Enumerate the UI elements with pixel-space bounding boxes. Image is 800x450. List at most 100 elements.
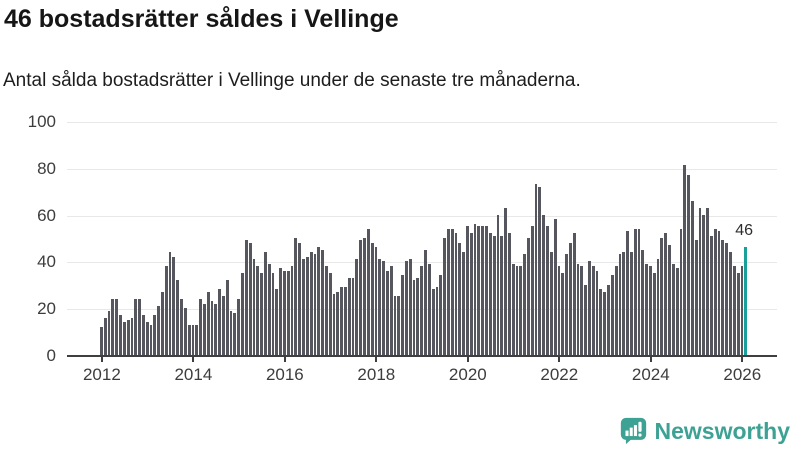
y-tick-label: 80 xyxy=(37,158,56,178)
newsworthy-chart-bubble-icon xyxy=(620,417,646,445)
bar xyxy=(515,266,519,355)
bar xyxy=(267,264,271,355)
bar xyxy=(500,236,504,355)
bar xyxy=(134,299,138,355)
y-gridline xyxy=(67,168,777,170)
bar xyxy=(717,231,721,355)
bar xyxy=(725,243,729,355)
bar xyxy=(668,245,671,355)
bar xyxy=(351,278,355,355)
bar xyxy=(580,266,584,355)
bar xyxy=(671,264,675,355)
bar xyxy=(122,322,126,355)
bar xyxy=(126,320,130,355)
bar xyxy=(603,292,607,355)
bar xyxy=(187,325,191,355)
bar xyxy=(561,273,565,355)
y-gridline xyxy=(67,122,777,123)
bar xyxy=(157,306,160,355)
bar xyxy=(687,175,690,355)
bar xyxy=(435,287,439,355)
bar xyxy=(641,250,645,355)
bar xyxy=(534,184,538,355)
bar xyxy=(103,318,107,355)
bar xyxy=(275,289,279,355)
bar xyxy=(549,252,553,355)
bar xyxy=(683,165,687,355)
bar xyxy=(199,299,202,355)
bar xyxy=(412,280,416,355)
newsworthy-logo[interactable]: Newsworthy xyxy=(620,416,790,446)
bar xyxy=(626,231,629,355)
bar xyxy=(260,273,263,355)
bar xyxy=(340,287,343,355)
bar xyxy=(519,266,523,355)
bar-value-label: 46 xyxy=(735,222,753,240)
bar xyxy=(736,273,740,355)
bar xyxy=(298,243,302,355)
bar xyxy=(473,224,477,355)
x-tick xyxy=(741,357,744,362)
bar xyxy=(302,259,305,355)
y-tick-label: 100 xyxy=(27,112,56,131)
bar xyxy=(100,327,103,355)
bar xyxy=(183,308,187,355)
bar xyxy=(591,266,595,355)
bar xyxy=(172,257,176,355)
bar xyxy=(271,273,275,355)
x-tick-label: 2018 xyxy=(357,365,396,384)
x-tick-label: 2022 xyxy=(540,365,579,384)
bar xyxy=(363,238,366,355)
bar xyxy=(119,315,122,355)
bar xyxy=(294,238,298,355)
bar xyxy=(408,259,412,355)
bar xyxy=(290,266,294,355)
bar xyxy=(313,254,317,355)
bar xyxy=(233,313,237,355)
bar xyxy=(321,250,324,355)
bar xyxy=(454,233,458,355)
bar xyxy=(710,236,713,355)
y-tick-label: 20 xyxy=(37,299,56,319)
bar xyxy=(439,275,443,355)
highlighted-bar xyxy=(744,247,748,355)
bar xyxy=(180,299,183,355)
x-tick-label: 2024 xyxy=(631,365,670,384)
bar xyxy=(420,266,424,355)
bar xyxy=(507,233,511,355)
bar xyxy=(607,285,610,355)
bar xyxy=(222,296,225,355)
bar xyxy=(336,292,340,355)
bar xyxy=(328,273,332,355)
bar xyxy=(283,271,286,355)
bar xyxy=(366,229,370,355)
bar xyxy=(214,304,218,355)
bar xyxy=(488,233,492,355)
x-tick xyxy=(558,357,561,362)
bar xyxy=(496,215,500,355)
x-tick xyxy=(649,357,652,362)
bar xyxy=(153,315,157,355)
bar xyxy=(309,252,313,355)
bar xyxy=(279,268,282,355)
bar xyxy=(145,322,149,355)
bar xyxy=(694,240,698,355)
bar xyxy=(374,247,378,355)
bar xyxy=(572,233,576,355)
bar xyxy=(344,287,347,355)
bar xyxy=(599,289,603,355)
bar xyxy=(542,215,546,355)
bar xyxy=(469,233,473,355)
bar xyxy=(263,252,267,355)
bar xyxy=(637,229,641,355)
bar xyxy=(633,229,637,355)
bar xyxy=(355,259,359,355)
bar xyxy=(332,294,336,355)
bar xyxy=(504,208,507,355)
bar xyxy=(218,289,221,355)
bar xyxy=(595,271,599,355)
bar xyxy=(317,247,321,355)
bar xyxy=(584,285,587,355)
newsworthy-wordmark: Newsworthy xyxy=(654,417,790,444)
